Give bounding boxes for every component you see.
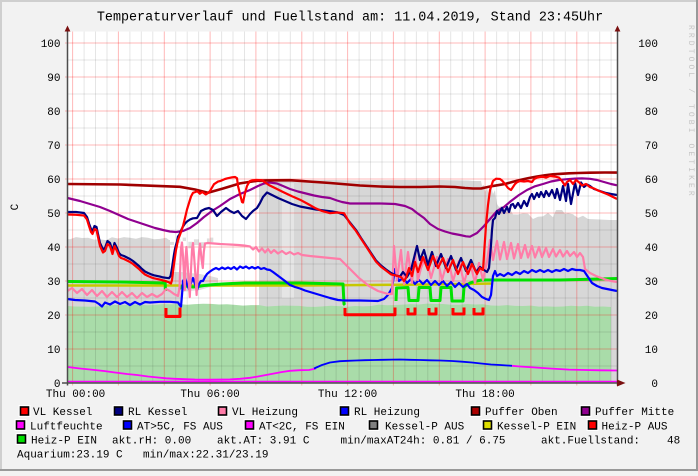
svg-text:akt.AT: 3.91 C: akt.AT: 3.91 C	[217, 436, 310, 448]
svg-text:Heiz-P EIN: Heiz-P EIN	[31, 436, 97, 448]
svg-text:70: 70	[47, 141, 60, 153]
svg-text:50: 50	[645, 209, 658, 221]
svg-text:akt.Fuellstand:: akt.Fuellstand:	[541, 436, 640, 448]
svg-text:40: 40	[645, 243, 658, 255]
svg-text:60: 60	[47, 175, 60, 187]
svg-text:Temperaturverlauf und Fuellsta: Temperaturverlauf und Fuellstand am: 11.…	[97, 11, 603, 26]
svg-text:Kessel-P AUS: Kessel-P AUS	[385, 422, 465, 434]
svg-text:90: 90	[47, 73, 60, 85]
svg-text:30: 30	[47, 277, 60, 289]
svg-text:VL Heizung: VL Heizung	[232, 407, 298, 419]
svg-text:60: 60	[645, 175, 658, 187]
svg-text:10: 10	[645, 345, 658, 357]
svg-text:80: 80	[645, 107, 658, 119]
svg-text:90: 90	[645, 73, 658, 85]
svg-text:C: C	[10, 203, 22, 210]
svg-text:Thu 06:00: Thu 06:00	[180, 389, 239, 401]
svg-text:48: 48	[667, 436, 680, 448]
svg-text:RRDTOOL / TOBI OETIKER: RRDTOOL / TOBI OETIKER	[686, 25, 695, 199]
svg-text:Luftfeuchte: Luftfeuchte	[30, 422, 103, 434]
svg-text:RL Kessel: RL Kessel	[128, 407, 187, 419]
svg-text:Heiz-P AUS: Heiz-P AUS	[602, 422, 668, 434]
svg-text:70: 70	[645, 141, 658, 153]
svg-text:RL Heizung: RL Heizung	[354, 407, 420, 419]
svg-text:Thu 00:00: Thu 00:00	[46, 389, 105, 401]
svg-text:Thu 18:00: Thu 18:00	[455, 389, 514, 401]
svg-text:50: 50	[47, 209, 60, 221]
svg-text:100: 100	[41, 39, 61, 51]
svg-text:min/max:22.31/23.19: min/max:22.31/23.19	[143, 450, 268, 462]
svg-text:40: 40	[47, 243, 60, 255]
svg-text:Kessel-P EIN: Kessel-P EIN	[497, 422, 576, 434]
svg-text:AT<2C, FS EIN: AT<2C, FS EIN	[259, 422, 345, 434]
svg-text:AT>5C, FS AUS: AT>5C, FS AUS	[137, 422, 223, 434]
svg-text:30: 30	[645, 277, 658, 289]
svg-text:20: 20	[645, 311, 658, 323]
svg-text:80: 80	[47, 107, 60, 119]
svg-text:20: 20	[47, 311, 60, 323]
svg-text:VL Kessel: VL Kessel	[33, 407, 92, 419]
svg-text:Aquarium:23.19 C: Aquarium:23.19 C	[17, 450, 123, 462]
svg-text:10: 10	[47, 345, 60, 357]
svg-text:0: 0	[54, 379, 61, 391]
svg-text:akt.rH: 0.00: akt.rH: 0.00	[112, 436, 191, 448]
svg-text:100: 100	[638, 39, 658, 51]
svg-text:0: 0	[651, 379, 658, 391]
svg-text:Thu 12:00: Thu 12:00	[318, 389, 377, 401]
svg-text:min/maxAT24h: 0.81 / 6.75: min/maxAT24h: 0.81 / 6.75	[341, 436, 506, 448]
svg-text:Puffer Mitte: Puffer Mitte	[595, 407, 674, 419]
svg-text:Puffer Oben: Puffer Oben	[485, 407, 558, 419]
